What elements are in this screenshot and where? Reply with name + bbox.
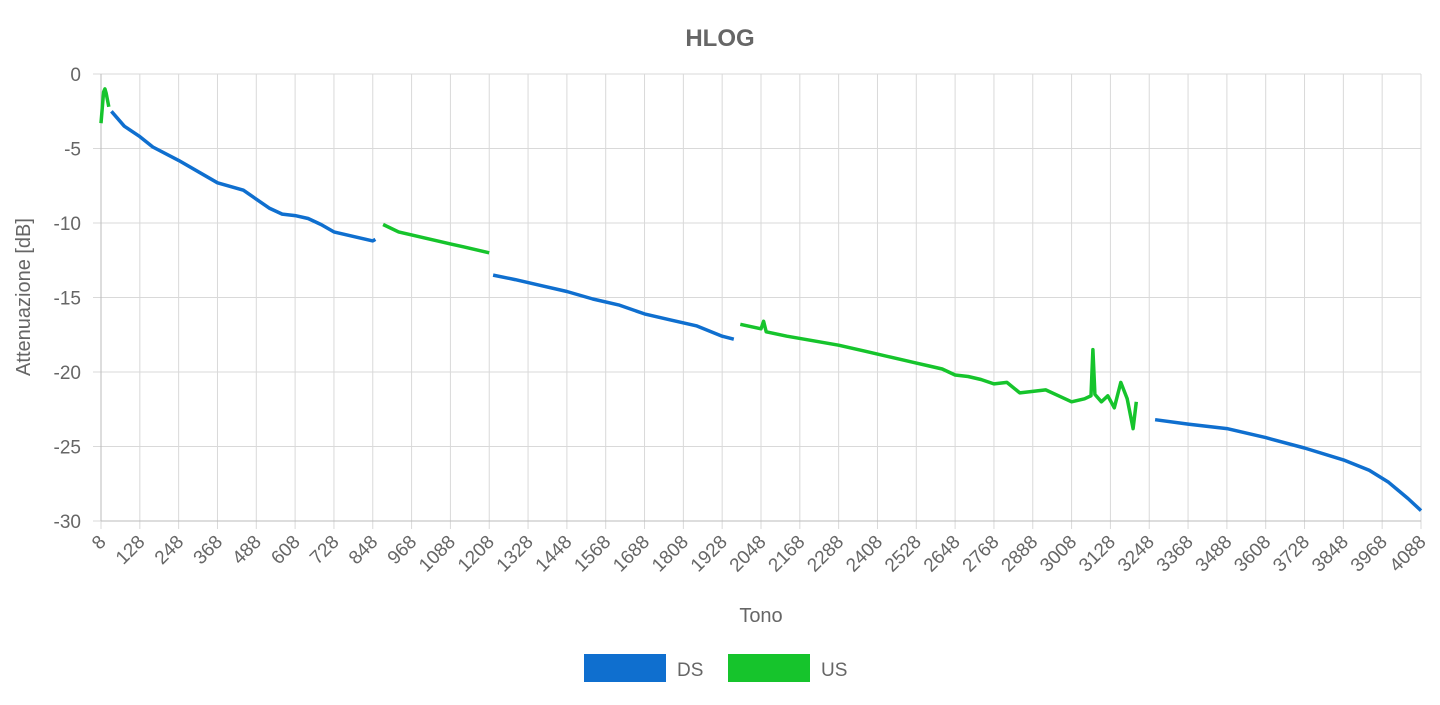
x-tick-label: 1688	[609, 532, 654, 577]
x-tick-label: 248	[151, 532, 188, 569]
x-tick-label: 2408	[842, 532, 887, 577]
x-tick-label: 728	[306, 532, 343, 569]
x-tick-label: 368	[190, 532, 227, 569]
x-tick-label: 488	[229, 532, 266, 569]
x-tick-label: 608	[267, 532, 304, 569]
x-tick-label: 2048	[726, 532, 771, 577]
x-tick-label: 2528	[881, 532, 926, 577]
x-tick-label: 3728	[1269, 532, 1314, 577]
legend-swatch[interactable]	[584, 654, 666, 682]
data-line	[99, 87, 1139, 431]
x-tick-label: 3248	[1114, 532, 1159, 577]
x-tick-label: 1088	[415, 532, 460, 577]
legend-label[interactable]: US	[821, 660, 847, 681]
x-axis-label: Tono	[739, 605, 782, 627]
x-tick-label: 1568	[570, 532, 615, 577]
x-tick-label: 3368	[1153, 532, 1198, 577]
y-tick-label: -5	[64, 140, 81, 161]
legend-swatch[interactable]	[728, 654, 810, 682]
legend-label[interactable]: DS	[677, 660, 703, 681]
x-tick-label: 3128	[1075, 532, 1120, 577]
x-tick-label: 3608	[1230, 532, 1275, 577]
x-tick-label: 1928	[687, 532, 732, 577]
x-tick-label: 2288	[803, 532, 848, 577]
x-tick-label: 3488	[1192, 532, 1237, 577]
x-tick-label: 1328	[493, 532, 538, 577]
x-tick-label: 2768	[959, 532, 1004, 577]
data-line	[110, 110, 1423, 512]
x-tick-label: 1808	[648, 532, 693, 577]
x-tick-label: 968	[384, 532, 421, 569]
chart-title: HLOG	[685, 25, 754, 52]
x-tick-label: 848	[345, 532, 382, 569]
y-tick-label: -30	[54, 512, 81, 533]
x-tick-label: 2168	[765, 532, 810, 577]
x-tick-label: 4088	[1386, 532, 1431, 577]
x-tick-label: 8	[88, 532, 110, 554]
x-tick-label: 2888	[998, 532, 1043, 577]
x-tick-label: 128	[112, 532, 149, 569]
y-tick-label: -15	[54, 289, 81, 310]
y-tick-label: 0	[70, 65, 81, 86]
x-tick-label: 3848	[1308, 532, 1353, 577]
y-tick-label: -10	[54, 214, 81, 235]
y-axis-label: Attenuazione [dB]	[13, 218, 35, 376]
x-tick-label: 1208	[454, 532, 499, 577]
y-tick-label: -20	[54, 363, 81, 384]
y-tick-label: -25	[54, 438, 81, 459]
x-tick-label: 3968	[1347, 532, 1392, 577]
x-tick-label: 3008	[1036, 532, 1081, 577]
x-tick-label: 1448	[532, 532, 577, 577]
x-tick-label: 2648	[920, 532, 965, 577]
